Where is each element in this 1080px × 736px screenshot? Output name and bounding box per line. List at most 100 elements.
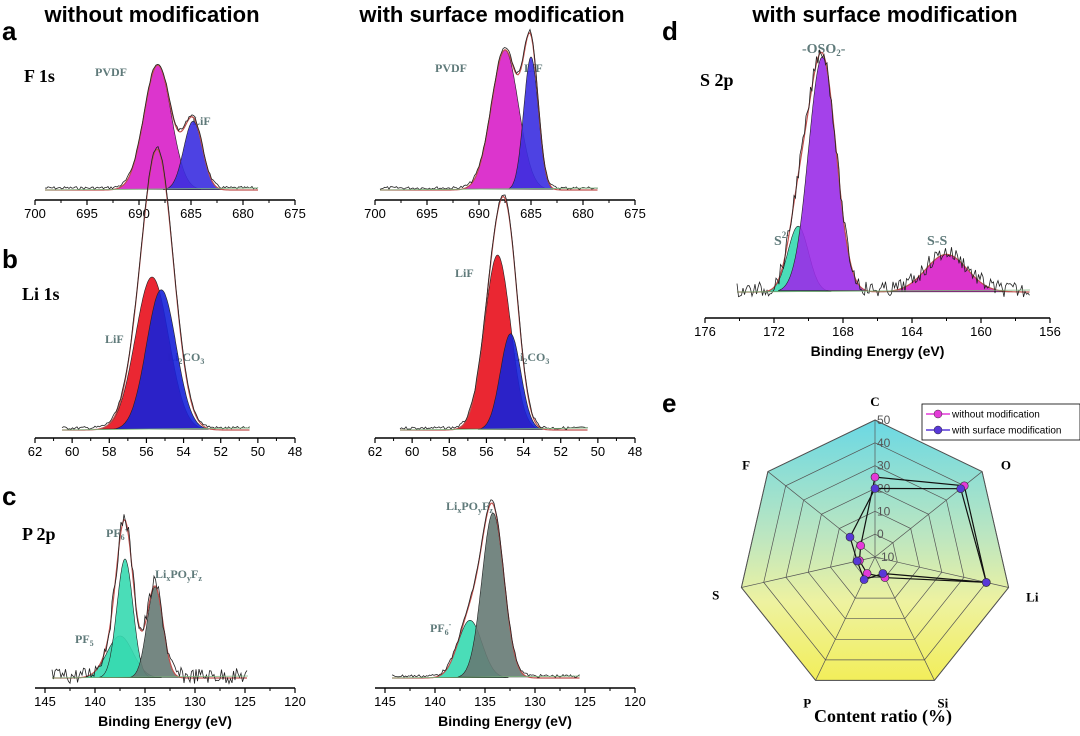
x-tick-label: 50 bbox=[591, 444, 605, 459]
x-tick-label: 675 bbox=[624, 206, 646, 221]
radar-tick-label: -10 bbox=[877, 550, 895, 564]
radar-axis-label-p: P bbox=[803, 695, 811, 710]
peak-ss bbox=[880, 254, 1013, 293]
radar-tick-label: 10 bbox=[877, 504, 891, 518]
x-tick-label: 54 bbox=[516, 444, 530, 459]
peak-label-li2co3-b-right: Li2CO3 bbox=[512, 350, 549, 366]
x-tick-label: 120 bbox=[624, 694, 646, 709]
radar-grid-ring bbox=[852, 533, 898, 578]
radar-point bbox=[856, 541, 866, 550]
radar-point bbox=[870, 484, 880, 493]
x-tick-label: 680 bbox=[232, 206, 254, 221]
x-tick-label: 48 bbox=[288, 444, 302, 459]
x-tick-label: 695 bbox=[76, 206, 98, 221]
peak-label-pf6-c-right: PF6- bbox=[430, 620, 452, 637]
background-line bbox=[736, 289, 1031, 293]
x-tick-label: 160 bbox=[970, 324, 992, 339]
legend-label: with surface modification bbox=[951, 426, 1062, 437]
radar-point bbox=[956, 484, 965, 493]
x-tick-label: 145 bbox=[34, 694, 56, 709]
peak-label-pvdf-a-left: PVDF bbox=[95, 65, 127, 79]
chart-c-left: 145 140 135 130 125 120 Binding Energy (eV) bbox=[34, 514, 306, 729]
x-tick-label: 135 bbox=[474, 694, 496, 709]
radar-tick-label: 40 bbox=[877, 436, 891, 450]
xps-charts: 700 695 690 685 680 675 700 695 690 685 680 675 62 60… bbox=[24, 28, 1061, 729]
x-tick-label: 685 bbox=[520, 206, 542, 221]
radar-legend: without modification with surface modific… bbox=[921, 403, 1080, 441]
radar-point bbox=[982, 578, 991, 587]
raw-spectrum bbox=[44, 63, 259, 191]
raw-spectrum bbox=[61, 145, 250, 430]
x-axis-label: Binding Energy (eV) bbox=[811, 343, 945, 359]
radar-tick-label: 50 bbox=[877, 413, 891, 427]
x-tick-label: 176 bbox=[694, 324, 716, 339]
x-axis-label: Binding Energy (eV) bbox=[98, 713, 232, 729]
x-tick-label: 135 bbox=[134, 694, 156, 709]
x-tick-label: 125 bbox=[234, 694, 256, 709]
x-tick-label: 680 bbox=[572, 206, 594, 221]
raw-spectrum bbox=[379, 28, 598, 191]
chart-a-right: 700 695 690 685 680 675 bbox=[364, 28, 646, 221]
radar-axis-label-c: C bbox=[870, 394, 879, 409]
radar-tick-label: 30 bbox=[877, 459, 891, 473]
radar-axis-label-f: F bbox=[742, 457, 750, 472]
x-tick-label: 140 bbox=[84, 694, 106, 709]
x-tick-label: 675 bbox=[284, 206, 306, 221]
radar-axis-label-s: S bbox=[712, 588, 719, 603]
peak-label-lif-b-right: LiF bbox=[455, 266, 474, 280]
legend-marker bbox=[933, 425, 943, 435]
legend-box bbox=[921, 403, 1080, 441]
x-tick-label: 60 bbox=[65, 444, 79, 459]
element-label-li1s: Li 1s bbox=[22, 284, 60, 304]
radar-axis-label-si: Si bbox=[937, 695, 948, 710]
raw-spectrum bbox=[736, 49, 1030, 298]
peak-label-oso2-d: -OSO2- bbox=[802, 42, 846, 58]
x-tick-label: 50 bbox=[251, 444, 265, 459]
peak-label-pf5-c-left: PF5 bbox=[75, 632, 94, 648]
header-right: with surface modification bbox=[751, 2, 1017, 27]
x-tick-label: 700 bbox=[24, 206, 46, 221]
panel-label-d: d bbox=[662, 16, 678, 46]
x-tick-label: 685 bbox=[180, 206, 202, 221]
radar-grid-ring bbox=[807, 488, 943, 620]
x-tick-label: 156 bbox=[1039, 324, 1061, 339]
peak-li2co3 bbox=[477, 333, 544, 430]
x-tick-label: 130 bbox=[524, 694, 546, 709]
chart-b-right: 62 60 58 56 54 52 50 48 bbox=[368, 194, 642, 459]
x-tick-label: 140 bbox=[424, 694, 446, 709]
x-tick-label: 52 bbox=[213, 444, 227, 459]
x-tick-label: 690 bbox=[128, 206, 150, 221]
x-tick-label: 48 bbox=[628, 444, 642, 459]
radar-point bbox=[852, 556, 862, 566]
header-left: without modification bbox=[43, 2, 259, 27]
background-line bbox=[399, 427, 589, 431]
peak-label-lif-b-left: LiF bbox=[105, 332, 124, 346]
x-axis-label: Binding Energy (eV) bbox=[438, 713, 572, 729]
chart-d: 176 172 168 164 160 156 Binding Energy (eV) bbox=[694, 49, 1061, 359]
radar-axis-label-o: O bbox=[1001, 457, 1011, 472]
x-tick-label: 164 bbox=[901, 324, 923, 339]
peak-label-ss-d: S-S bbox=[927, 234, 947, 249]
radar-spoke bbox=[741, 556, 876, 588]
x-tick-label: 120 bbox=[284, 694, 306, 709]
x-tick-label: 54 bbox=[176, 444, 190, 459]
panel-label-b: b bbox=[2, 244, 18, 274]
radar-grid-ring bbox=[830, 510, 920, 599]
radar-axis-label-li: Li bbox=[1026, 590, 1039, 605]
x-tick-label: 62 bbox=[28, 444, 42, 459]
x-tick-label: 130 bbox=[184, 694, 206, 709]
x-tick-label: 52 bbox=[553, 444, 567, 459]
chart-b-left: 62 60 58 56 54 52 50 48 bbox=[28, 145, 302, 459]
x-tick-label: 145 bbox=[374, 694, 396, 709]
radar-point bbox=[845, 532, 855, 542]
x-tick-label: 62 bbox=[368, 444, 382, 459]
fit-envelope bbox=[737, 51, 1030, 293]
background-line bbox=[379, 187, 599, 191]
radar-tick-label: 0 bbox=[877, 527, 884, 541]
header-middle: with surface modification bbox=[358, 2, 624, 27]
x-tick-label: 58 bbox=[102, 444, 116, 459]
x-tick-label: 60 bbox=[405, 444, 419, 459]
background-line bbox=[44, 187, 259, 191]
radar-grid-ring bbox=[785, 465, 965, 640]
